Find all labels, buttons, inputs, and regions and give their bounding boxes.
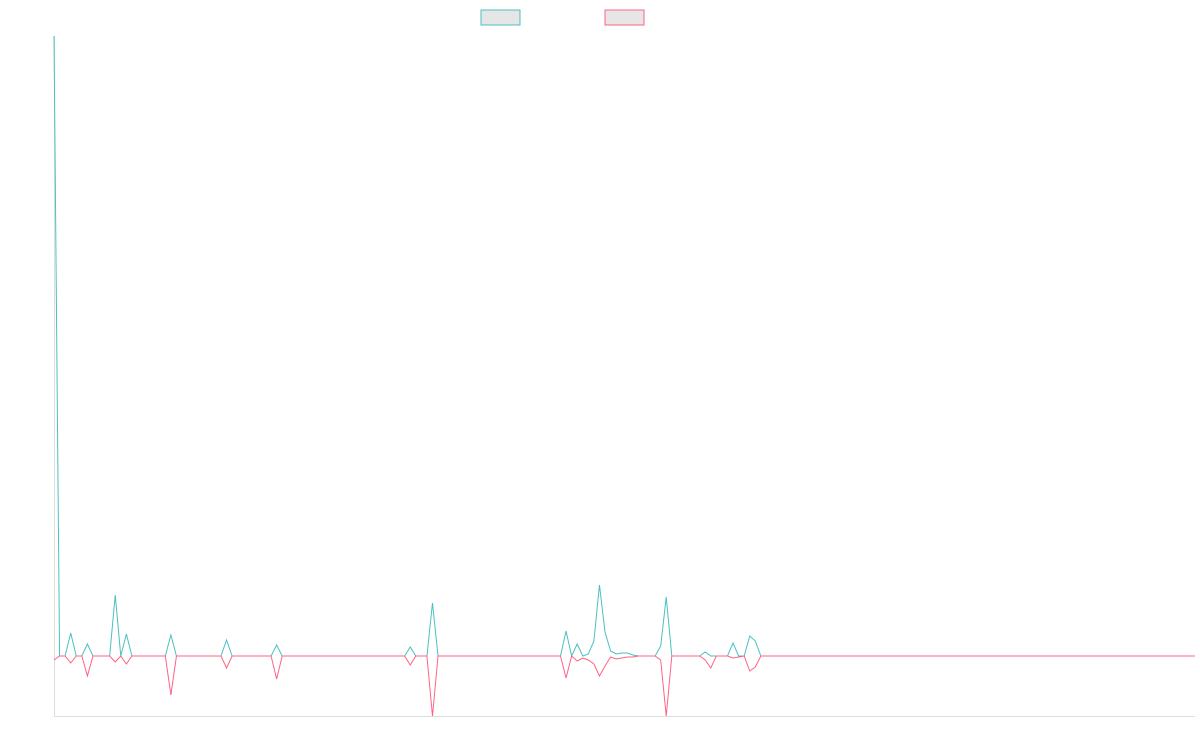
legend-swatch [604, 9, 645, 26]
series-line [53, 35, 1195, 658]
series-line [53, 655, 1195, 717]
legend-swatch [480, 9, 521, 26]
